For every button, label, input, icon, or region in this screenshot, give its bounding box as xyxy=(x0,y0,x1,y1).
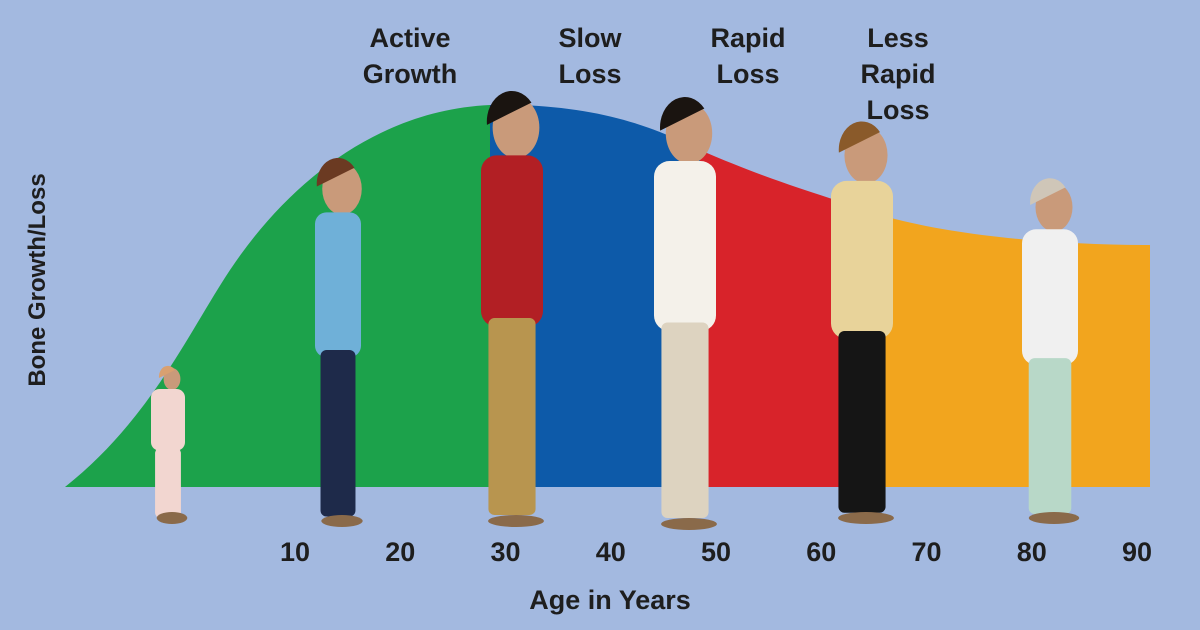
figure-part xyxy=(838,121,880,153)
x-tick-label: 90 xyxy=(1121,537,1153,567)
x-tick-label: 50 xyxy=(700,537,732,567)
figure-part xyxy=(1028,358,1072,515)
figure-part xyxy=(1030,178,1066,206)
active-growth-area xyxy=(65,105,492,487)
phase-label: Slow Loss xyxy=(558,23,622,89)
figure-part xyxy=(838,512,894,524)
phase-label: Active Growth xyxy=(362,23,458,89)
figure-part xyxy=(661,322,709,519)
figure-part xyxy=(486,90,532,125)
figure-part xyxy=(659,97,705,131)
x-tick-label: 80 xyxy=(1016,537,1047,567)
figure-part xyxy=(156,512,188,524)
x-axis-label: Age in Years xyxy=(529,585,691,615)
x-tick-label: 20 xyxy=(385,537,416,567)
figure-part xyxy=(321,515,363,527)
figure-part xyxy=(316,157,355,187)
less-rapid-loss-area xyxy=(880,105,1150,487)
figure-part xyxy=(151,389,185,451)
figure-part xyxy=(838,331,886,513)
x-tick-label: 10 xyxy=(279,537,311,567)
figure-part xyxy=(481,155,543,327)
phase-label: Rapid Loss xyxy=(710,23,786,89)
figure-part xyxy=(1022,229,1078,365)
phase-label: Less Rapid Loss xyxy=(860,23,936,125)
x-tick-label: 60 xyxy=(806,537,837,567)
figure-part xyxy=(320,349,356,517)
figure-part xyxy=(831,180,893,339)
figure-part xyxy=(661,518,717,530)
figure-part xyxy=(488,515,544,527)
x-tick-label: 70 xyxy=(911,537,942,567)
y-axis-label: Bone Growth/Loss xyxy=(24,173,51,387)
x-tick-label: 40 xyxy=(595,537,626,567)
x-tick-label: 30 xyxy=(490,537,521,567)
figure-part xyxy=(158,365,176,379)
figure-part xyxy=(155,447,181,519)
figure-part xyxy=(488,318,536,515)
people xyxy=(151,90,1080,530)
figure-part xyxy=(654,161,716,332)
figure-part xyxy=(315,212,361,358)
phase-areas xyxy=(65,105,1150,487)
figure-part xyxy=(1028,512,1080,524)
